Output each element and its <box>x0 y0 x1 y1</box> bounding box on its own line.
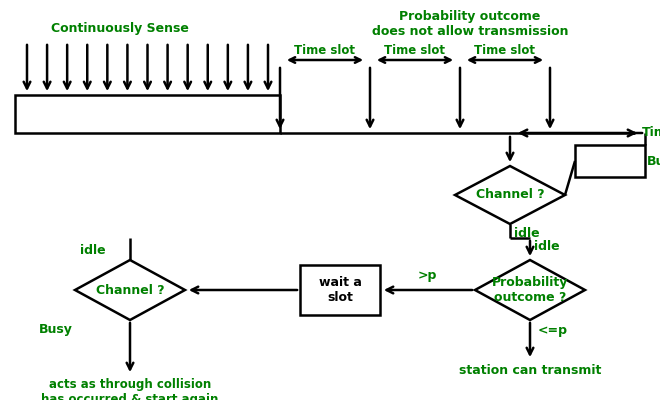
Text: Busy: Busy <box>39 323 73 336</box>
Text: >p: >p <box>418 269 437 282</box>
Text: idle: idle <box>534 240 560 253</box>
Bar <box>300 265 380 315</box>
Polygon shape <box>455 166 565 224</box>
Text: Probability
outcome ?: Probability outcome ? <box>492 276 568 304</box>
Text: wait a
slot: wait a slot <box>319 276 362 304</box>
Bar <box>575 145 645 177</box>
Text: Time: Time <box>642 126 660 140</box>
Text: Channel ?: Channel ? <box>96 284 164 296</box>
Text: idle: idle <box>514 227 540 240</box>
Polygon shape <box>475 260 585 320</box>
Text: station can transmit: station can transmit <box>459 364 601 377</box>
Text: <=p: <=p <box>538 324 568 337</box>
Polygon shape <box>75 260 185 320</box>
Text: Continuously Sense: Continuously Sense <box>51 22 189 35</box>
Text: Probability outcome
does not allow transmission: Probability outcome does not allow trans… <box>372 10 568 38</box>
Bar <box>15 95 280 133</box>
Text: acts as through collision
has occurred & start again: acts as through collision has occurred &… <box>42 378 218 400</box>
Text: idle: idle <box>80 244 106 257</box>
Text: Busy: Busy <box>647 154 660 168</box>
Text: Time slot: Time slot <box>475 44 535 57</box>
Text: Time slot: Time slot <box>385 44 446 57</box>
Text: Time slot: Time slot <box>294 44 356 57</box>
Text: Channel ?: Channel ? <box>476 188 544 202</box>
